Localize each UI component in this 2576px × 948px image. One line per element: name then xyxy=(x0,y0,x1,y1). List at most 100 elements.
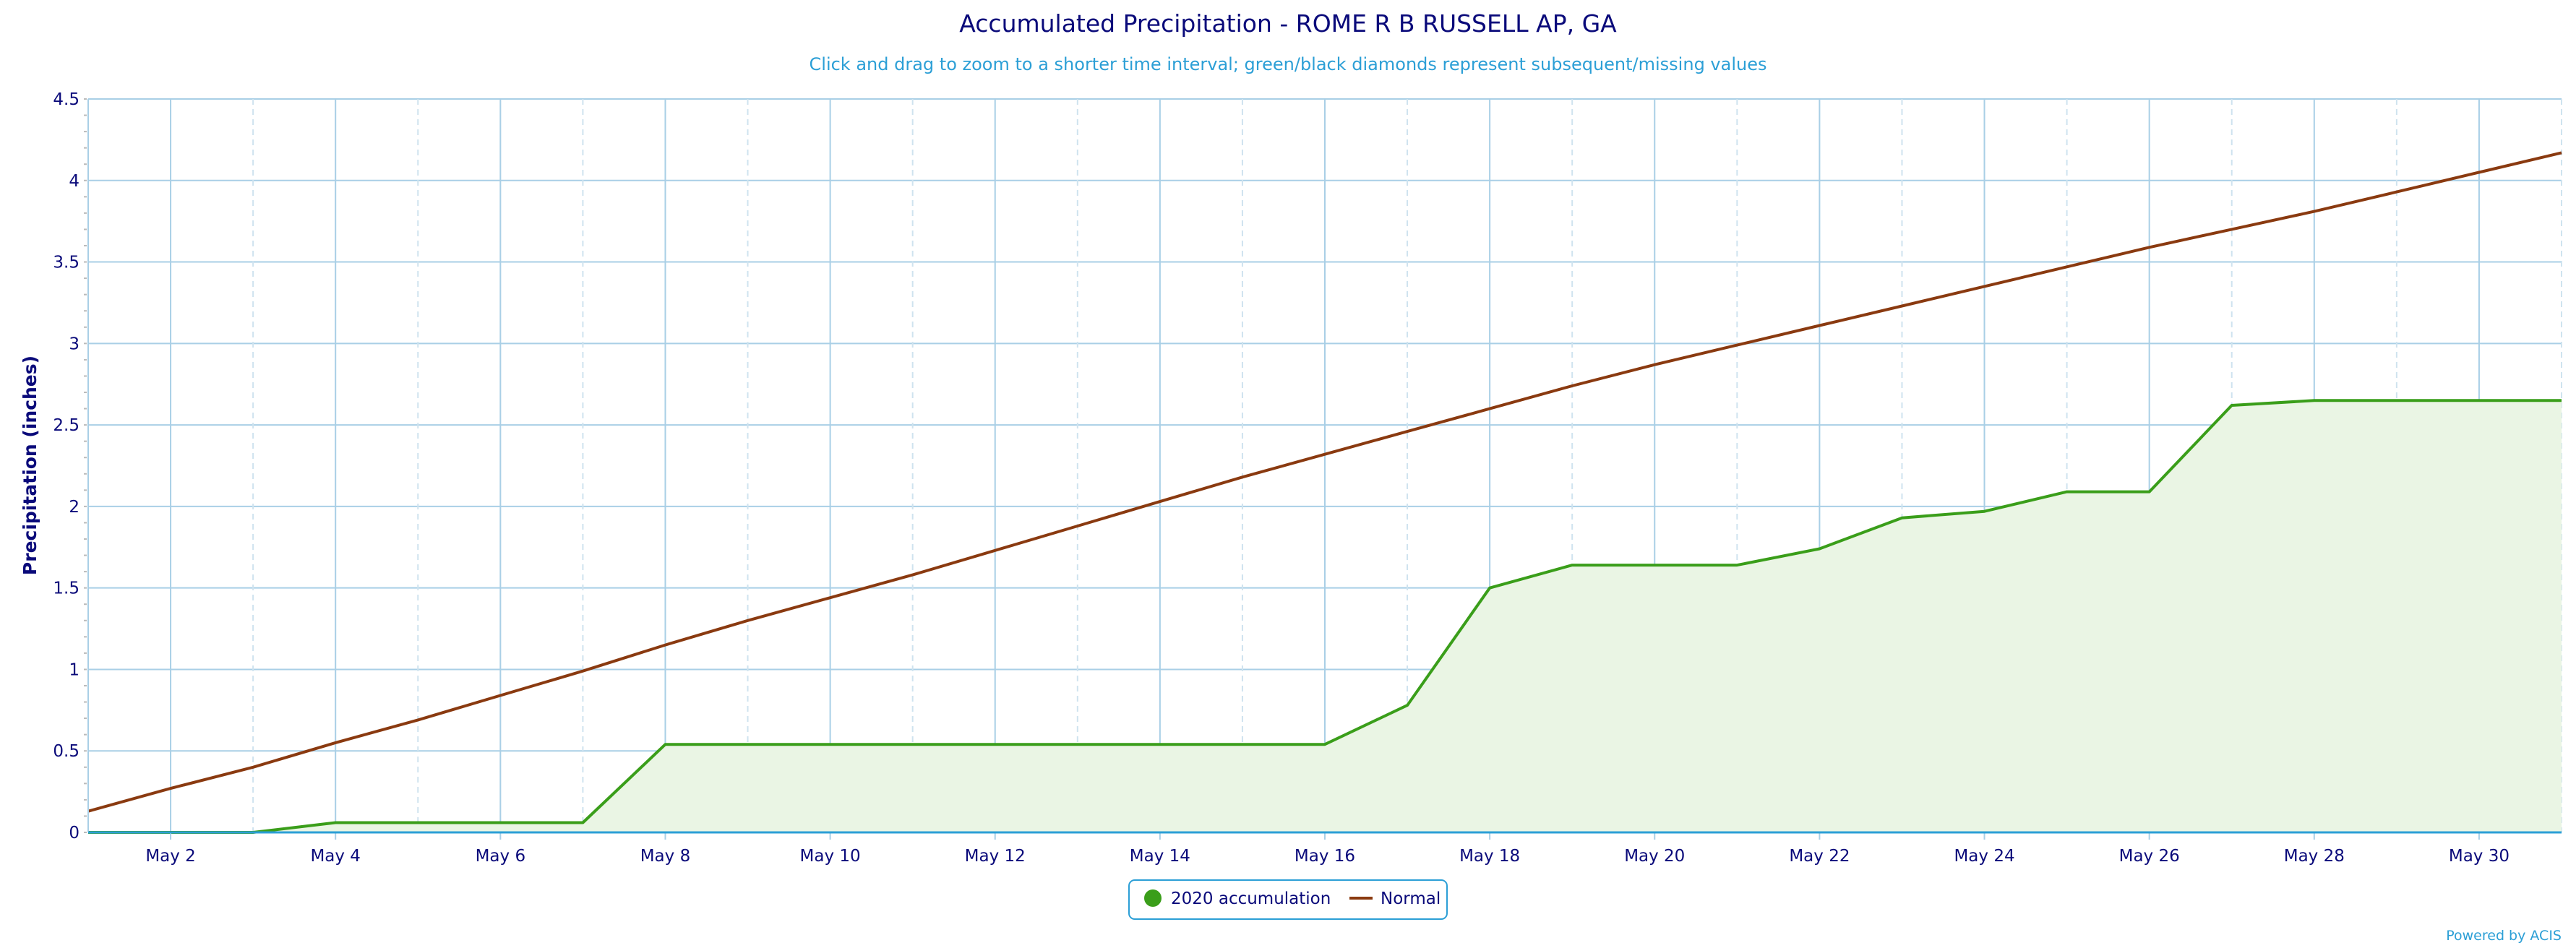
y-tick-label: 2 xyxy=(69,498,80,517)
series-normal-point[interactable] xyxy=(744,616,752,625)
series-2020-accumulation-point[interactable] xyxy=(2228,401,2236,410)
series-2020-accumulation-point[interactable] xyxy=(1650,561,1659,569)
series-normal-point[interactable] xyxy=(496,691,505,700)
x-tick-label: May 24 xyxy=(1954,847,2014,866)
x-tick-label: May 2 xyxy=(145,847,196,866)
series-normal-point[interactable] xyxy=(2145,243,2154,251)
series-normal-point[interactable] xyxy=(166,784,175,793)
series-normal-point[interactable] xyxy=(826,593,835,602)
series-normal-point[interactable] xyxy=(1073,522,1082,530)
y-tick-label: 2.5 xyxy=(53,416,80,435)
series-2020-accumulation-point[interactable] xyxy=(1073,740,1082,749)
series-normal-point[interactable] xyxy=(413,715,422,724)
series-lines[interactable] xyxy=(84,148,2566,837)
series-2020-accumulation-point[interactable] xyxy=(1980,507,1989,516)
chart-title: Accumulated Precipitation - ROME R B RUS… xyxy=(959,9,1617,38)
series-2020-accumulation-line[interactable] xyxy=(88,399,2562,834)
y-axis-tick-labels: 0 0.5 1 1.5 2 2.5 3 3.5 4 4.5 xyxy=(53,90,80,843)
series-normal-point[interactable] xyxy=(2063,262,2071,271)
y-tick-label: 0 xyxy=(69,824,80,843)
credits-link[interactable]: Powered by ACIS xyxy=(2446,928,2562,944)
series-2020-accumulation-point[interactable] xyxy=(826,740,835,749)
x-tick-label: May 30 xyxy=(2449,847,2510,866)
x-tick-label: May 20 xyxy=(1624,847,1685,866)
series-normal-point[interactable] xyxy=(1238,473,1247,481)
y-axis-label: Precipitation (inches) xyxy=(20,356,40,575)
series-normal-point[interactable] xyxy=(1980,282,1989,290)
legend-item-2020-accumulation[interactable]: 2020 accumulation xyxy=(1144,889,1331,908)
x-tick-label: May 14 xyxy=(1130,847,1190,866)
x-tick-label: May 6 xyxy=(476,847,526,866)
x-tick-label: May 18 xyxy=(1459,847,1520,866)
series-normal-point[interactable] xyxy=(1650,361,1659,369)
plot-area[interactable] xyxy=(84,98,2566,840)
legend-item-normal[interactable]: Normal xyxy=(1349,889,1441,908)
y-tick-label: 4.5 xyxy=(53,90,80,109)
series-2020-accumulation-point[interactable] xyxy=(2310,396,2319,405)
series-2020-accumulation-point[interactable] xyxy=(331,819,340,827)
axes xyxy=(84,98,2562,840)
series-normal-point[interactable] xyxy=(991,546,1000,555)
series-2020-accumulation-point[interactable] xyxy=(2145,488,2154,496)
y-tick-label: 3.5 xyxy=(53,254,80,272)
series-2020-accumulation-point[interactable] xyxy=(1485,584,1494,592)
x-tick-label: May 10 xyxy=(800,847,861,866)
series-normal-point[interactable] xyxy=(1403,427,1412,436)
series-normal-point[interactable] xyxy=(909,571,917,579)
legend-label-normal: Normal xyxy=(1381,889,1441,908)
legend-marker-2020-accumulation xyxy=(1144,889,1162,907)
series-normal-point[interactable] xyxy=(1156,497,1164,506)
series-2020-accumulation-point[interactable] xyxy=(1898,514,1907,522)
series-normal-point[interactable] xyxy=(331,738,340,747)
y-tick-label: 3 xyxy=(69,335,80,353)
series-2020-accumulation-point[interactable] xyxy=(1568,561,1576,569)
series-2020-accumulation-point[interactable] xyxy=(909,740,917,749)
series-normal-point[interactable] xyxy=(1568,382,1576,390)
series-normal-line[interactable] xyxy=(87,151,2562,813)
series-2020-accumulation-point[interactable] xyxy=(991,740,1000,749)
legend-label-2020-accumulation: 2020 accumulation xyxy=(1171,889,1331,908)
y-tick-label: 0.5 xyxy=(53,742,80,761)
series-2020-accumulation-point[interactable] xyxy=(661,740,670,749)
x-tick-label: May 4 xyxy=(310,847,361,866)
series-normal-point[interactable] xyxy=(1321,450,1329,459)
x-tick-label: May 16 xyxy=(1295,847,1355,866)
y-tick-label: 4 xyxy=(69,172,80,191)
series-normal-point[interactable] xyxy=(578,667,587,676)
x-tick-label: May 26 xyxy=(2119,847,2180,866)
series-normal-point[interactable] xyxy=(2557,148,2566,157)
series-normal-point[interactable] xyxy=(1898,302,1907,311)
series-2020-accumulation-point[interactable] xyxy=(1403,701,1412,710)
legend[interactable]: 2020 accumulation Normal xyxy=(1128,879,1448,920)
series-normal-point[interactable] xyxy=(249,763,257,772)
series-normal-point[interactable] xyxy=(2310,207,2319,216)
y-tick-label: 1.5 xyxy=(53,579,80,598)
x-tick-label: May 8 xyxy=(640,847,691,866)
series-2020-accumulation-point[interactable] xyxy=(744,740,752,749)
series-2020-accumulation-point[interactable] xyxy=(1815,545,1824,553)
series-normal-point[interactable] xyxy=(661,641,670,650)
chart-subtitle: Click and drag to zoom to a shorter time… xyxy=(810,54,1767,74)
series-2020-accumulation-point[interactable] xyxy=(1733,561,1741,569)
series-2020-accumulation-area xyxy=(88,400,2562,832)
x-tick-label: May 28 xyxy=(2284,847,2345,866)
series-normal-point[interactable] xyxy=(1815,322,1824,330)
series-2020-accumulation-point[interactable] xyxy=(2557,396,2566,405)
series-2020-accumulation-point[interactable] xyxy=(2392,396,2401,405)
series-2020-accumulation-point[interactable] xyxy=(1321,740,1329,749)
series-2020-accumulation-point[interactable] xyxy=(1238,740,1247,749)
x-tick-label: May 22 xyxy=(1789,847,1850,866)
series-2020-accumulation-point[interactable] xyxy=(578,819,587,827)
series-normal-point[interactable] xyxy=(2392,188,2401,197)
series-normal-point[interactable] xyxy=(2228,225,2236,233)
series-2020-accumulation-point[interactable] xyxy=(2063,488,2071,496)
series-2020-accumulation-point[interactable] xyxy=(413,819,422,827)
series-2020-accumulation-point[interactable] xyxy=(2475,396,2483,405)
series-normal-point[interactable] xyxy=(1733,341,1741,350)
series-normal-point[interactable] xyxy=(2475,168,2483,177)
series-2020-accumulation-point[interactable] xyxy=(496,819,505,827)
series-normal-point[interactable] xyxy=(1485,405,1494,413)
y-tick-label: 1 xyxy=(69,660,80,679)
series-2020-accumulation-point[interactable] xyxy=(1156,740,1164,749)
